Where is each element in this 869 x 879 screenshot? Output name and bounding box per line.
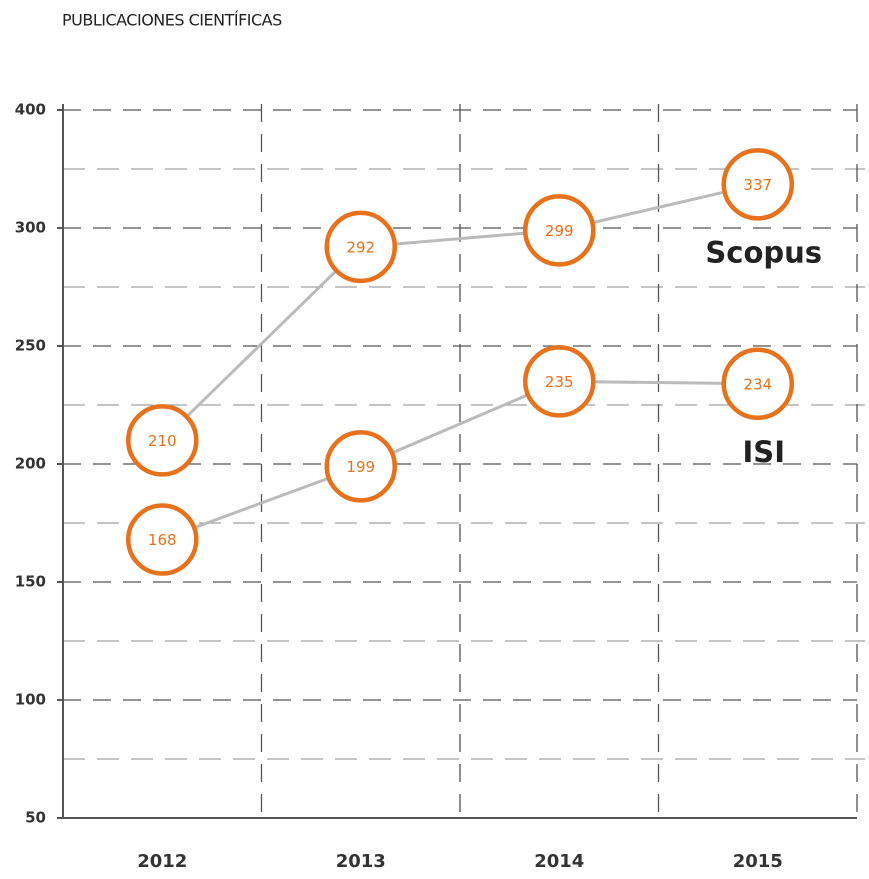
data-point	[126, 503, 199, 576]
data-point	[126, 404, 199, 477]
data-point	[721, 347, 794, 421]
chart-title: PUBLICACIONES CIENTÍFICAS	[62, 11, 282, 30]
data-label: 168	[148, 531, 177, 549]
data-label: 210	[148, 432, 177, 450]
x-tick-label: 2014	[534, 851, 584, 872]
y-tick-label: 300	[15, 219, 46, 237]
series-line	[161, 182, 759, 442]
data-label: 234	[743, 375, 772, 393]
y-tick-label: 50	[25, 809, 46, 827]
data-label: 292	[346, 238, 375, 256]
x-tick-label: 2015	[733, 851, 783, 872]
data-point	[721, 148, 794, 221]
data-point	[523, 194, 596, 267]
series-line	[161, 379, 758, 541]
data-point	[523, 345, 596, 418]
x-tick-label: 2013	[336, 851, 386, 872]
x-tick-label: 2012	[137, 851, 187, 872]
y-tick-label: 200	[15, 455, 46, 473]
series-label: ISI	[743, 435, 785, 469]
data-label: 299	[545, 222, 574, 240]
y-tick-label: 100	[15, 691, 46, 709]
data-point	[324, 430, 397, 503]
data-point	[324, 210, 397, 284]
y-tick-label: 150	[15, 573, 46, 591]
y-tick-label: 250	[15, 337, 46, 355]
data-label: 199	[346, 458, 375, 476]
series-label: Scopus	[705, 235, 822, 269]
data-label: 235	[545, 373, 574, 391]
y-tick-label: 400	[15, 101, 46, 119]
data-label: 337	[743, 176, 772, 194]
